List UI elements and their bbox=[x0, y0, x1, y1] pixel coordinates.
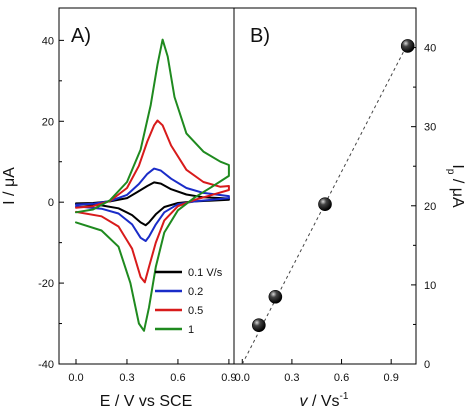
panel-a-x-tick-label: 0.3 bbox=[119, 372, 134, 384]
cv-curve-3 bbox=[75, 119, 230, 284]
panel-a-x-tick-label: 0.0 bbox=[68, 372, 83, 384]
panel-a: 0.0 0.3 0.6 0.9 -40 -20 0 20 40 A) 0.1 V/s 0.2 0.5… bbox=[1, 7, 237, 410]
legend-label: 0.1 V/s bbox=[188, 267, 223, 279]
panel-a-label: A) bbox=[71, 25, 91, 47]
panel-b-y-tick-label: 0 bbox=[424, 359, 430, 371]
cv-curve-1 bbox=[75, 181, 230, 227]
scatter-point bbox=[268, 289, 283, 304]
cv-curve-4 bbox=[75, 38, 230, 332]
panel-b-x-tick-label: 0.0 bbox=[235, 372, 250, 384]
panel-a-y-tick-label: -20 bbox=[38, 278, 54, 290]
panel-b-y-axis-title: Ip / μA bbox=[445, 164, 466, 208]
panel-a-x-axis-title: E / V vs SCE bbox=[100, 393, 192, 410]
panel-b-x-axis-title-v: v bbox=[300, 393, 309, 410]
panel-b-y-axis-title-main: I bbox=[449, 164, 466, 168]
panel-a-legend: 0.1 V/s 0.2 0.5 1 bbox=[155, 267, 223, 336]
panel-b-y-tick-label: 10 bbox=[424, 280, 436, 292]
legend-label: 0.2 bbox=[188, 286, 203, 298]
panel-b-y-axis-title-rest: / μA bbox=[449, 174, 466, 208]
panel-b-ticks: 0.0 0.3 0.6 0.9 0 10 20 30 40 bbox=[235, 43, 437, 384]
panel-b-y-tick-label: 20 bbox=[424, 201, 436, 213]
legend-label: 1 bbox=[188, 324, 194, 336]
panel-b-x-axis-title: v / Vs-1 bbox=[300, 391, 349, 410]
panel-b-x-tick-label: 0.6 bbox=[334, 372, 349, 384]
panel-b-frame bbox=[233, 7, 417, 365]
panel-a-ticks: 0.0 0.3 0.6 0.9 -40 -20 0 20 40 bbox=[38, 35, 236, 384]
panel-b-label: B) bbox=[250, 25, 270, 47]
panel-b-y-axis-title-sub: p bbox=[445, 169, 456, 175]
panel-b-x-axis-title-rest: / Vs bbox=[308, 393, 340, 410]
panel-a-y-tick-label: 0 bbox=[48, 197, 54, 209]
panel-b-x-tick-label: 0.9 bbox=[384, 372, 399, 384]
panel-a-y-tick-label: 20 bbox=[42, 116, 54, 128]
panel-a-x-tick-label: 0.9 bbox=[221, 372, 236, 384]
legend-label: 0.5 bbox=[188, 305, 203, 317]
cv-curve-2 bbox=[75, 167, 230, 242]
scatter-point bbox=[400, 39, 415, 53]
scatter-point bbox=[252, 318, 266, 333]
panel-b-x-axis-title-sup: -1 bbox=[340, 391, 349, 402]
panel-a-curves bbox=[75, 38, 230, 332]
panel-b: 0.0 0.3 0.6 0.9 0 10 20 30 40 B) v / Vs-1 Ip / μ… bbox=[233, 7, 466, 410]
panel-a-x-tick-label: 0.6 bbox=[170, 372, 185, 384]
scatter-point bbox=[318, 197, 332, 211]
panel-a-y-tick-label: -40 bbox=[38, 359, 54, 371]
panel-a-y-tick-label: 40 bbox=[42, 35, 54, 47]
panel-b-plot bbox=[241, 39, 415, 365]
panel-b-x-tick-label: 0.3 bbox=[284, 372, 299, 384]
panel-b-y-tick-label: 30 bbox=[424, 122, 436, 134]
panel-a-y-axis-title: I / μA bbox=[1, 167, 18, 205]
panel-b-y-tick-label: 40 bbox=[424, 43, 436, 55]
